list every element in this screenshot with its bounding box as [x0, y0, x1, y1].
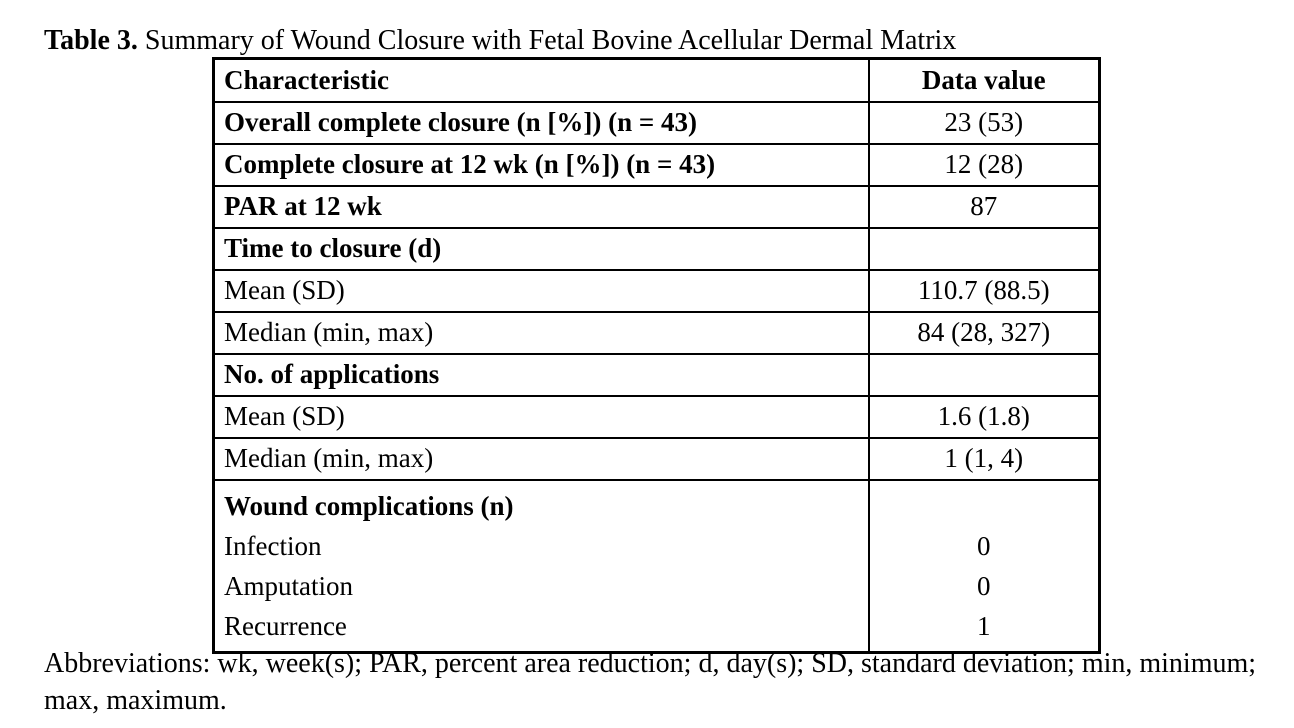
row-value: 1.6 (1.8)	[867, 394, 1101, 439]
table-caption-text: Summary of Wound Closure with Fetal Bovi…	[137, 25, 957, 56]
complications-labels-cell: Wound complications (n) Infection Amputati…	[212, 478, 870, 653]
row-value: 87	[867, 184, 1101, 229]
row-label: Mean (SD)	[212, 394, 870, 439]
row-label: Median (min, max)	[212, 436, 870, 481]
row-value	[867, 226, 1101, 271]
table-header-row: Characteristic Data value	[212, 57, 1101, 103]
table-row: Mean (SD) 1.6 (1.8)	[212, 394, 1101, 439]
complication-label: Infection	[224, 530, 322, 561]
complication-label: Amputation	[224, 570, 353, 601]
table-row: Time to closure (d)	[212, 226, 1101, 271]
table-row: Complete closure at 12 wk (n [%]) (n = 4…	[212, 142, 1101, 187]
table-row-complications: Wound complications (n) Infection Amputati…	[212, 478, 1101, 653]
complication-value: 0	[977, 530, 991, 561]
row-value: 12 (28)	[867, 142, 1101, 187]
table-row: No. of applications	[212, 352, 1101, 397]
row-label: PAR at 12 wk	[212, 184, 870, 229]
row-value: 110.7 (88.5)	[867, 268, 1101, 313]
column-header-characteristic: Characteristic	[212, 57, 870, 103]
column-header-data-value: Data value	[867, 57, 1101, 103]
row-label: No. of applications	[212, 352, 870, 397]
row-label: Overall complete closure (n [%]) (n = 43…	[212, 100, 870, 145]
row-value: 23 (53)	[867, 100, 1101, 145]
complication-value: 1	[977, 610, 991, 641]
row-label: Median (min, max)	[212, 310, 870, 355]
complication-label: Recurrence	[224, 610, 347, 641]
table-row: Overall complete closure (n [%]) (n = 43…	[212, 100, 1101, 145]
complication-value: 0	[977, 570, 991, 601]
row-label: Mean (SD)	[212, 268, 870, 313]
wound-closure-summary-table: Characteristic Data value Overall comple…	[212, 57, 1101, 654]
abbreviations-footnote: Abbreviations: wk, week(s); PAR, percent…	[44, 648, 1257, 716]
table-row: Mean (SD) 110.7 (88.5)	[212, 268, 1101, 313]
row-label: Time to closure (d)	[212, 226, 870, 271]
table-row: Median (min, max) 1 (1, 4)	[212, 436, 1101, 481]
table-row: PAR at 12 wk 87	[212, 184, 1101, 229]
table-row: Median (min, max) 84 (28, 327)	[212, 310, 1101, 355]
complications-values-cell: 0 0 1	[867, 478, 1101, 653]
complications-value-spacer	[874, 486, 1095, 526]
complications-section-header: Wound complications (n)	[224, 490, 514, 521]
table-caption: Table 3. Summary of Wound Closure with F…	[44, 25, 956, 57]
row-value: 84 (28, 327)	[867, 310, 1101, 355]
row-value	[867, 352, 1101, 397]
table-caption-label: Table 3.	[44, 25, 138, 56]
row-value: 1 (1, 4)	[867, 436, 1101, 481]
row-label: Complete closure at 12 wk (n [%]) (n = 4…	[212, 142, 870, 187]
